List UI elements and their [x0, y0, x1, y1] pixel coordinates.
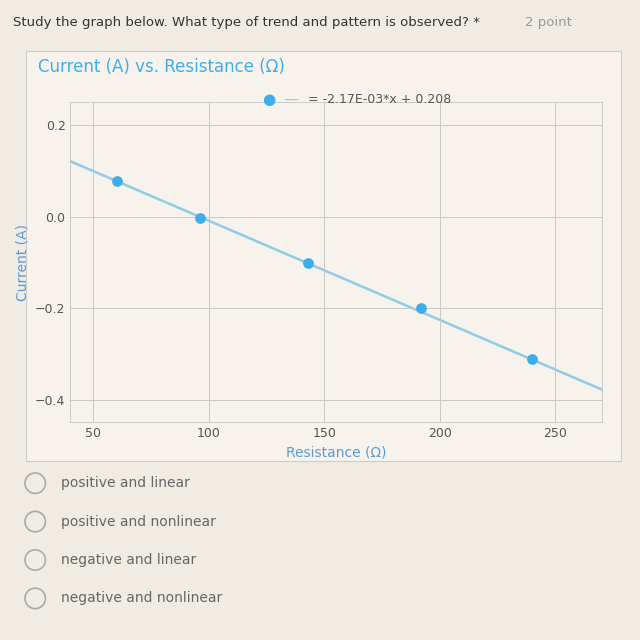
Point	[527, 354, 538, 364]
Text: positive and nonlinear: positive and nonlinear	[61, 515, 216, 529]
Text: ●: ●	[262, 92, 275, 107]
X-axis label: Resistance (Ω): Resistance (Ω)	[285, 446, 387, 460]
Text: negative and linear: negative and linear	[61, 553, 196, 567]
Point	[303, 258, 314, 268]
Text: —: —	[284, 92, 299, 107]
Point	[417, 303, 427, 313]
Point	[111, 177, 122, 187]
Text: = -2.17E-03*x + 0.208: = -2.17E-03*x + 0.208	[304, 93, 451, 106]
Y-axis label: Current (A): Current (A)	[15, 224, 29, 301]
Point	[195, 212, 205, 223]
Text: Current (A) vs. Resistance (Ω): Current (A) vs. Resistance (Ω)	[38, 58, 285, 76]
Text: positive and linear: positive and linear	[61, 476, 189, 490]
Text: Study the graph below. What type of trend and pattern is observed? *: Study the graph below. What type of tren…	[13, 16, 479, 29]
Text: 2 point: 2 point	[525, 16, 572, 29]
Text: negative and nonlinear: negative and nonlinear	[61, 591, 222, 605]
